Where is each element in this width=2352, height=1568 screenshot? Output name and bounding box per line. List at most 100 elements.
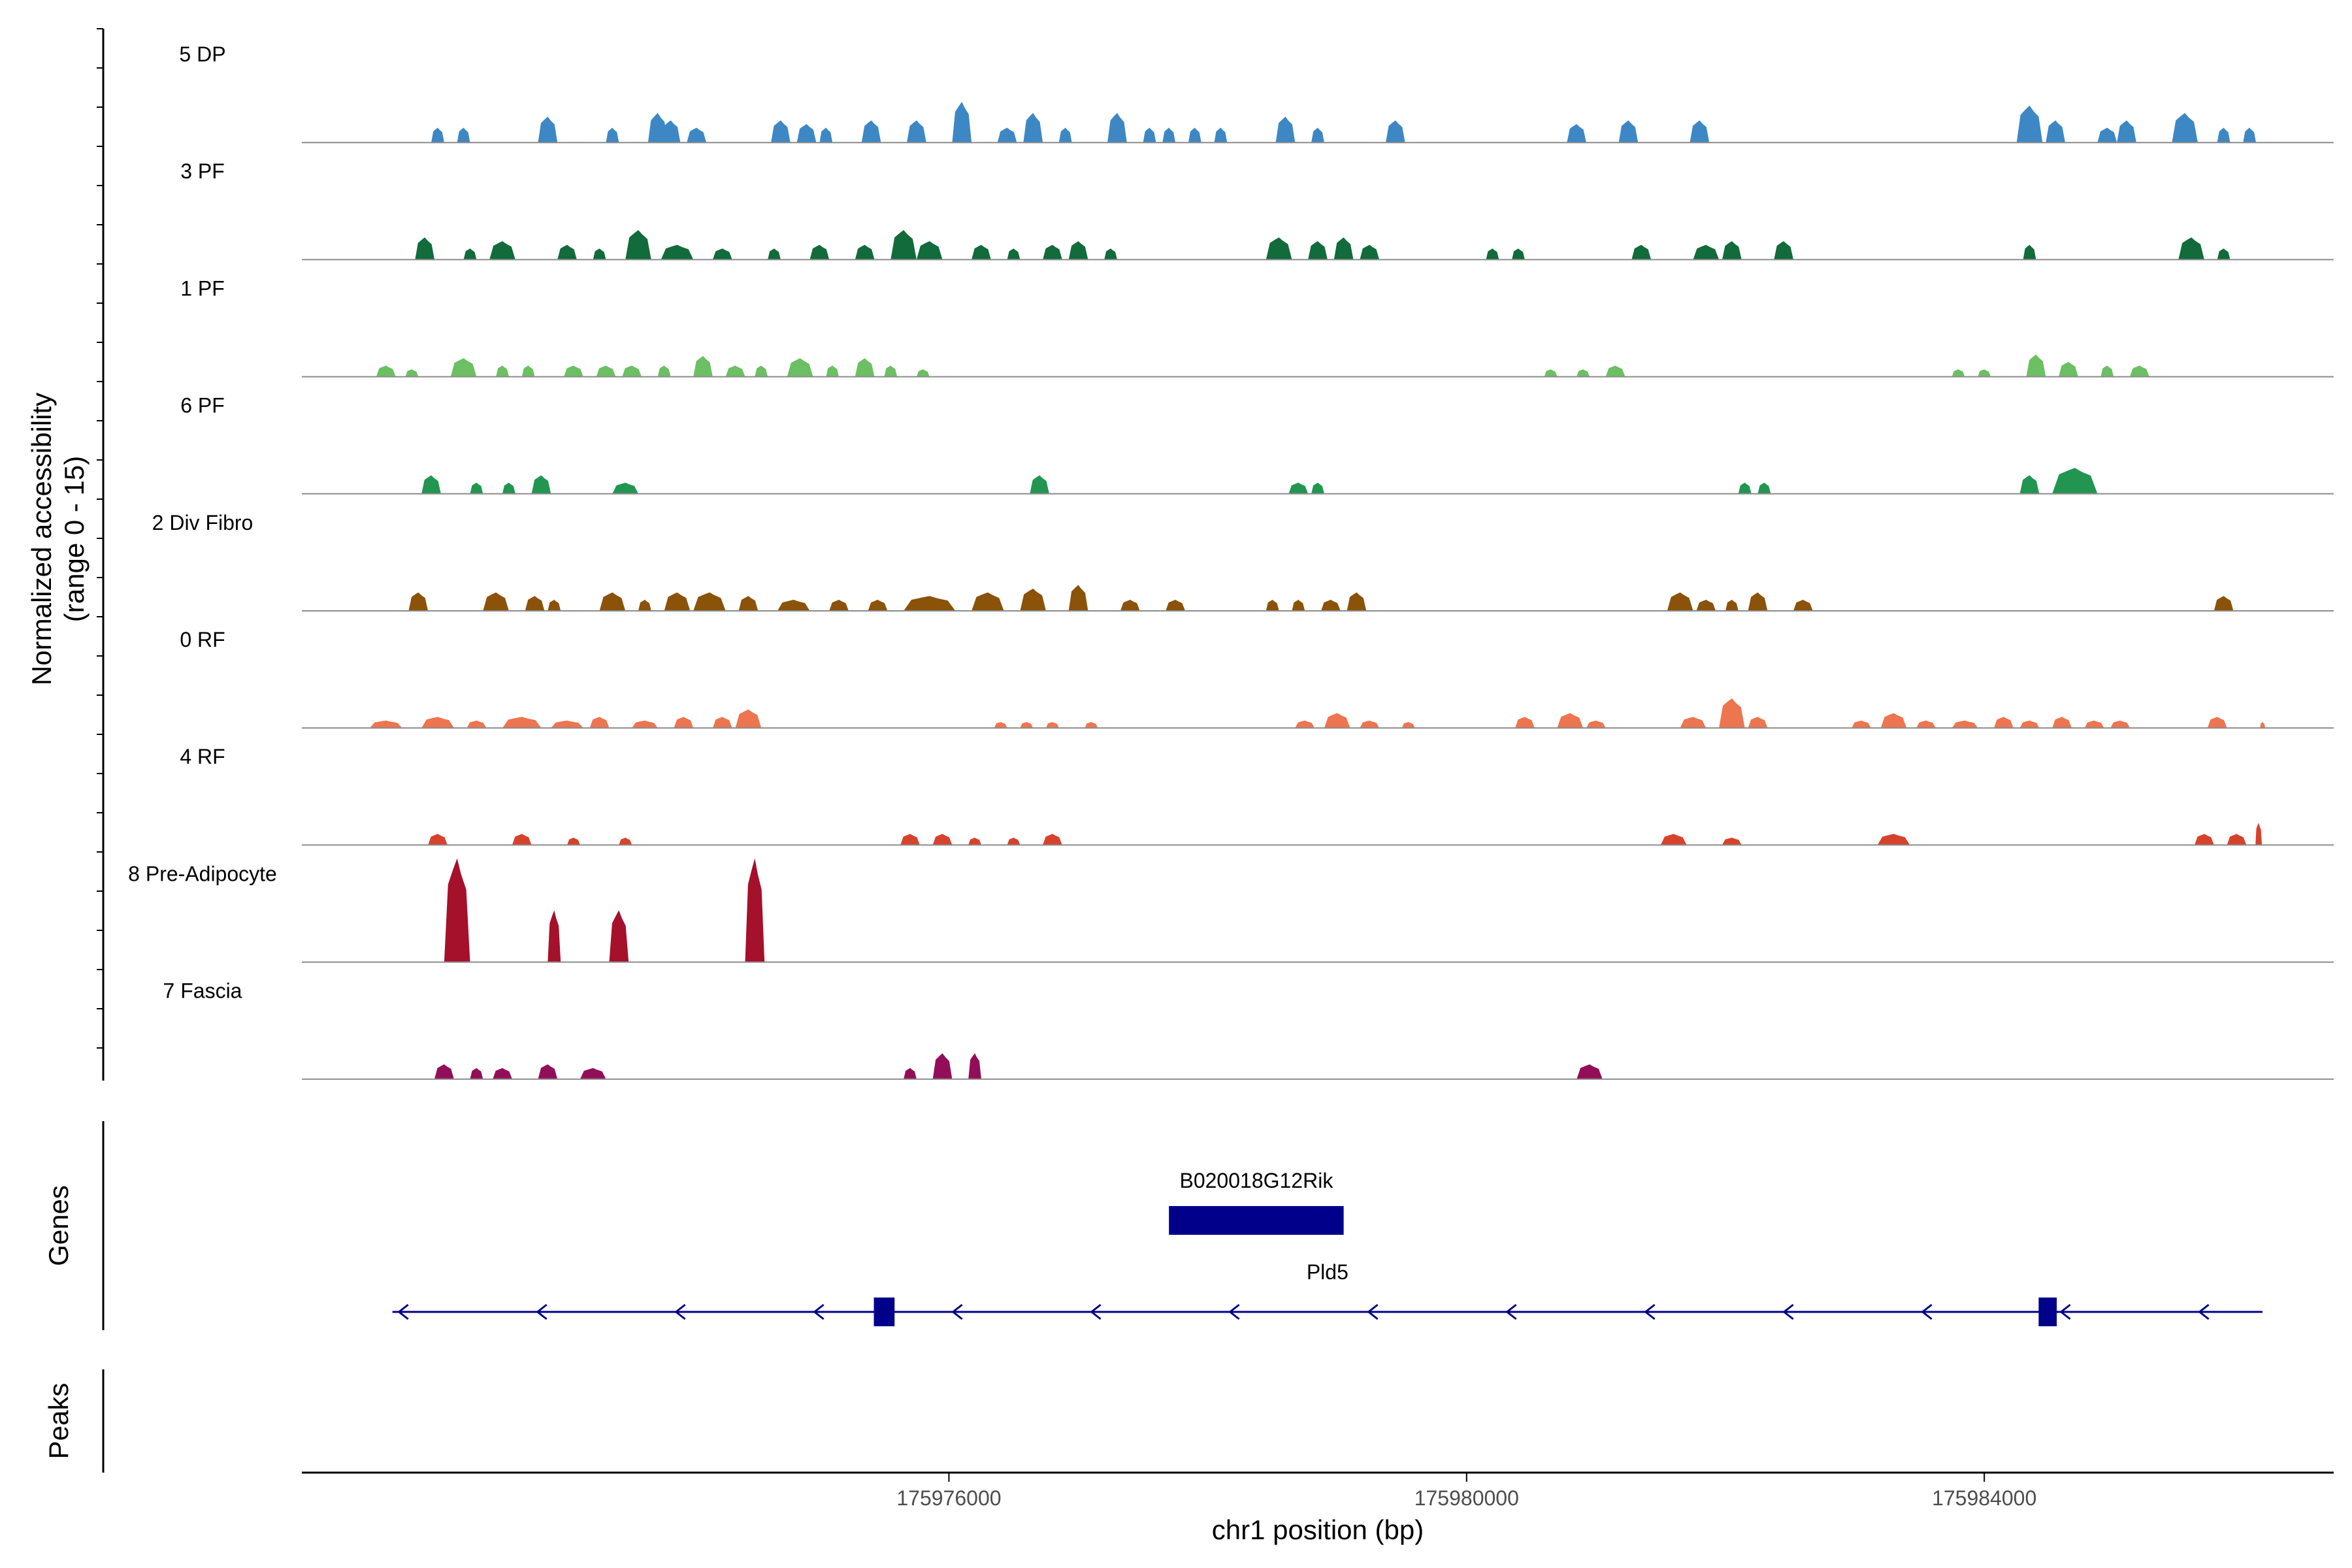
coverage-peak — [1386, 120, 1405, 143]
coverage-peak — [466, 720, 487, 728]
track-5: 2 Div Fibro — [152, 511, 2334, 612]
coverage-peak — [1068, 585, 1088, 611]
coverage-peak — [434, 1064, 454, 1079]
coverage-peak — [738, 596, 759, 611]
coverage-peak — [1693, 244, 1720, 260]
coverage-tracks: 5 DP 3 PF 1 PF 6 PF 2 Div Fibro 0 RF 4 RF 8 Pre… — [128, 42, 2334, 1080]
track-label: 3 PF — [180, 159, 225, 183]
coverage-peak — [2059, 361, 2078, 377]
coverage-peak — [693, 355, 713, 377]
coverage-peak — [661, 244, 694, 260]
coverage-peak — [2019, 475, 2040, 494]
coverage-peak — [674, 717, 694, 728]
coverage-peak — [609, 910, 629, 962]
coverage-peak — [564, 365, 583, 377]
coverage-peak — [547, 910, 561, 962]
strand-arrow — [2059, 1303, 2071, 1320]
coverage-peak — [2019, 720, 2040, 728]
coverage-peak — [664, 592, 691, 611]
coverage-peak — [777, 600, 810, 611]
coverage-peak — [2260, 722, 2266, 728]
track-4: 6 PF — [180, 394, 2334, 495]
coverage-peak — [1143, 127, 1156, 143]
coverage-peak — [916, 241, 943, 260]
coverage-peak — [1030, 475, 1049, 494]
coverage-peak — [1515, 717, 1535, 728]
coverage-peak — [1605, 365, 1625, 377]
coverage-peak — [1068, 241, 1088, 260]
coverage-peak — [1020, 589, 1046, 611]
coverage-peak — [376, 365, 396, 377]
strand-arrow — [1367, 1303, 1379, 1320]
coverage-peak — [1292, 600, 1305, 611]
track-7: 4 RF — [180, 745, 2334, 846]
coverage-peak — [1722, 241, 1742, 260]
coverage-peak — [599, 592, 626, 611]
coverage-peak — [755, 365, 768, 377]
peaks-panel-label: Peaks — [43, 1383, 74, 1460]
coverage-peak — [1994, 717, 2014, 728]
coverage-peak — [952, 101, 972, 143]
gene-label: B020018G12Rik — [1179, 1169, 1333, 1192]
y-axis-label: Normalized accessibility — [26, 393, 57, 685]
track-3: 1 PF — [180, 276, 2334, 378]
coverage-peak — [405, 369, 419, 377]
coverage-peak — [1085, 722, 1098, 728]
coverage-peak — [1347, 592, 1367, 611]
coverage-peak — [1774, 241, 1793, 260]
coverage-peak — [997, 127, 1017, 143]
strand-arrow — [1228, 1303, 1240, 1320]
coverage-peak — [1107, 112, 1127, 143]
coverage-peak — [745, 858, 765, 962]
coverage-peak — [1058, 127, 1072, 143]
coverage-peak — [1295, 720, 1315, 728]
coverage-peak — [1288, 482, 1309, 494]
track-6: 0 RF — [180, 628, 2334, 729]
coverage-y-ticks — [97, 28, 103, 1049]
coverage-peak — [1360, 244, 1380, 260]
coverage-peak — [1793, 600, 1813, 611]
coverage-peak — [2227, 834, 2247, 845]
coverage-peak — [1719, 698, 1745, 728]
strand-arrow — [1782, 1303, 1794, 1320]
coverage-peak — [1214, 127, 1228, 143]
coverage-peak — [687, 127, 706, 143]
track-2: 3 PF — [180, 159, 2334, 261]
coverage-peak — [596, 365, 616, 377]
coverage-peak — [868, 600, 888, 611]
x-axis-ticks: 175976000 175980000 175984000 — [896, 1473, 2036, 1510]
track-8: 8 Pre-Adipocyte — [128, 858, 2334, 963]
coverage-peak — [450, 358, 477, 377]
coverage-peak — [1333, 237, 1354, 260]
coverage-peak — [1757, 482, 1771, 494]
coverage-peak — [787, 358, 813, 377]
coverage-peak — [2097, 127, 2117, 143]
strand-arrow — [1090, 1303, 1102, 1320]
strand-arrow — [951, 1303, 963, 1320]
coverage-peak — [1722, 838, 1742, 845]
coverage-peak — [1586, 720, 1606, 728]
coverage-peak — [1748, 717, 1768, 728]
coverage-peak — [612, 482, 638, 494]
coverage-peak — [408, 592, 429, 611]
coverage-peak — [2110, 720, 2130, 728]
coverage-peak — [2255, 823, 2262, 845]
coverage-peak — [2023, 244, 2036, 260]
strand-arrow — [397, 1303, 409, 1320]
coverage-peak — [457, 127, 470, 143]
gene-track: B020018G12Rik Pld5 — [392, 1169, 2263, 1326]
strand-arrow — [1921, 1303, 1933, 1320]
coverage-peak — [1020, 722, 1034, 728]
coverage-peak — [1275, 116, 1296, 143]
coverage-peak — [1162, 127, 1176, 143]
coverage-peak — [2084, 720, 2104, 728]
coverage-peak — [2046, 120, 2065, 143]
coverage-peak — [809, 244, 830, 260]
track-label: 4 RF — [180, 745, 225, 768]
coverage-peak — [2052, 717, 2072, 728]
coverage-peak — [1046, 722, 1059, 728]
coverage-peak — [593, 248, 606, 260]
x-tick-label: 175980000 — [1414, 1486, 1519, 1510]
coverage-peak — [1043, 834, 1062, 845]
x-tick-label: 175976000 — [896, 1486, 1001, 1510]
